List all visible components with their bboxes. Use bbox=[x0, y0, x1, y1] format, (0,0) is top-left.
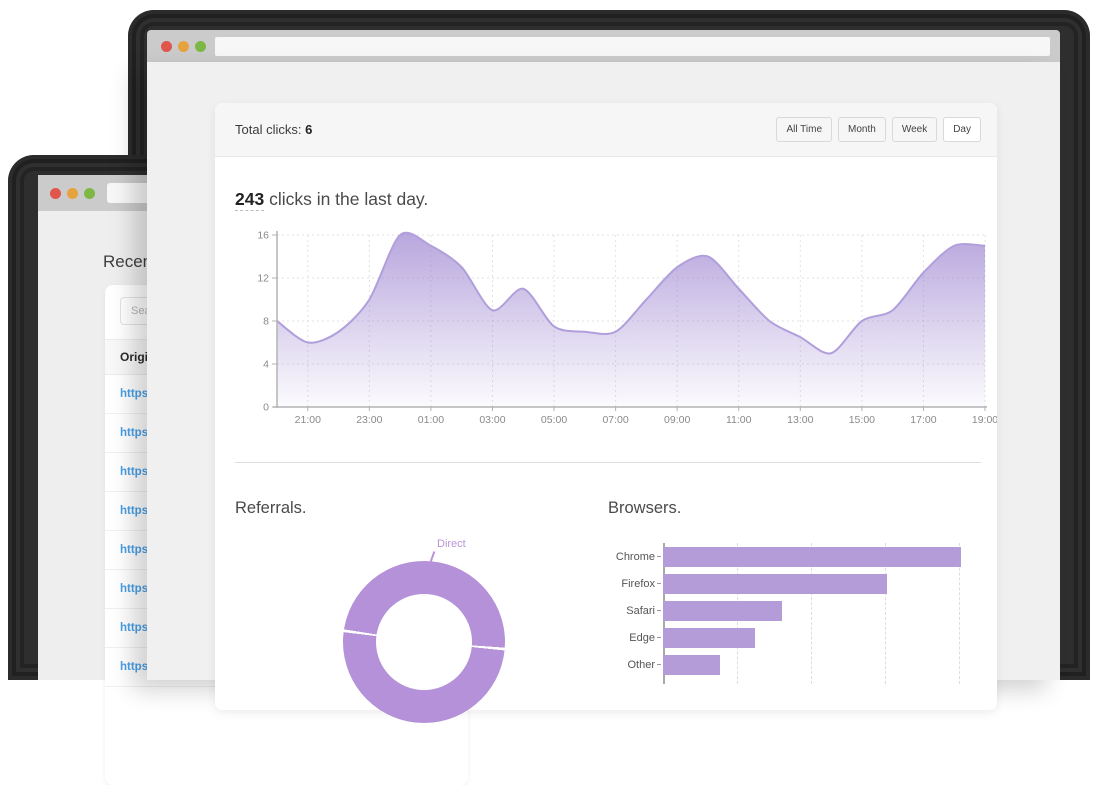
bar-row-other: Other bbox=[608, 651, 977, 678]
bar-label: Safari bbox=[626, 604, 655, 617]
front-browser-window: Total clicks: 6 All Time Month Week Day … bbox=[128, 10, 1090, 723]
gridline bbox=[811, 543, 813, 684]
svg-text:13:00: 13:00 bbox=[787, 414, 813, 426]
clicks-count: 243 bbox=[235, 189, 265, 211]
bar-label: Chrome bbox=[615, 550, 655, 563]
bar-track bbox=[661, 600, 965, 621]
svg-text:01:00: 01:00 bbox=[418, 414, 444, 426]
browsers-title: Browsers. bbox=[608, 499, 682, 517]
section-divider bbox=[235, 462, 981, 463]
total-clicks-text: Total clicks: 6 bbox=[235, 122, 312, 137]
bar-row-firefox: Firefox bbox=[608, 570, 977, 597]
range-buttons: All Time Month Week Day bbox=[776, 117, 981, 142]
minimize-button[interactable] bbox=[67, 187, 78, 199]
svg-text:15:00: 15:00 bbox=[849, 414, 875, 426]
axis-tick bbox=[657, 637, 661, 638]
bar-row-safari: Safari bbox=[608, 597, 977, 624]
total-clicks-label: Total clicks: bbox=[235, 122, 302, 137]
bar-fill bbox=[663, 573, 887, 594]
total-clicks-value: 6 bbox=[305, 122, 313, 137]
donut-label-direct: Direct bbox=[437, 538, 466, 550]
range-button-day[interactable]: Day bbox=[943, 117, 981, 142]
analytics-card: Total clicks: 6 All Time Month Week Day … bbox=[215, 103, 997, 723]
range-button-all-time[interactable]: All Time bbox=[776, 117, 833, 142]
clicks-area-chart: 0 4 8 12 16 21:00 23:00 01:00 03:00 05:00 07:00 09:… bbox=[257, 230, 997, 427]
svg-text:09:00: 09:00 bbox=[664, 414, 690, 426]
bar-track bbox=[661, 573, 965, 594]
lower-charts: Referrals. Direct Browsers. Chrome Firefo… bbox=[215, 499, 997, 723]
svg-text:17:00: 17:00 bbox=[910, 414, 936, 426]
bar-fill bbox=[663, 627, 756, 648]
svg-text:03:00: 03:00 bbox=[479, 414, 505, 426]
close-button[interactable] bbox=[161, 40, 172, 52]
axis-tick bbox=[657, 556, 661, 557]
bar-track bbox=[661, 546, 965, 567]
front-traffic-lights bbox=[161, 40, 206, 52]
svg-text:07:00: 07:00 bbox=[602, 414, 628, 426]
front-window-content: Total clicks: 6 All Time Month Week Day … bbox=[147, 62, 1060, 723]
clicks-headline-text: clicks in the last day. bbox=[264, 189, 429, 209]
bar-track bbox=[661, 654, 965, 675]
close-button[interactable] bbox=[50, 187, 61, 199]
bar-track bbox=[661, 627, 965, 648]
svg-text:16: 16 bbox=[257, 230, 269, 242]
svg-text:19:00: 19:00 bbox=[972, 414, 997, 426]
recent-heading: Recent bbox=[103, 252, 157, 271]
svg-text:8: 8 bbox=[263, 316, 269, 328]
bar-label: Edge bbox=[629, 631, 655, 644]
svg-text:23:00: 23:00 bbox=[356, 414, 382, 426]
bar-fill bbox=[663, 546, 962, 567]
back-traffic-lights bbox=[50, 187, 95, 199]
front-window-titlebar bbox=[147, 30, 1060, 62]
svg-text:05:00: 05:00 bbox=[541, 414, 567, 426]
svg-text:0: 0 bbox=[263, 402, 269, 414]
svg-text:21:00: 21:00 bbox=[295, 414, 321, 426]
referrals-section: Referrals. Direct bbox=[235, 499, 608, 723]
gridline bbox=[959, 543, 961, 684]
bar-row-edge: Edge bbox=[608, 624, 977, 651]
svg-text:4: 4 bbox=[263, 359, 269, 371]
stats-bar: Total clicks: 6 All Time Month Week Day bbox=[215, 103, 997, 157]
svg-text:11:00: 11:00 bbox=[726, 414, 752, 426]
range-button-week[interactable]: Week bbox=[891, 117, 938, 142]
bar-fill bbox=[663, 600, 783, 621]
referrals-title: Referrals. bbox=[235, 499, 307, 517]
axis-tick bbox=[657, 664, 661, 665]
gridline bbox=[885, 543, 887, 684]
bar-fill bbox=[663, 654, 720, 675]
maximize-button[interactable] bbox=[195, 40, 206, 52]
axis-tick bbox=[657, 583, 661, 584]
clicks-headline: 243 clicks in the last day. bbox=[235, 189, 977, 211]
bar-label: Other bbox=[627, 658, 655, 671]
bar-label: Firefox bbox=[621, 577, 655, 590]
bar-row-chrome: Chrome bbox=[608, 543, 977, 570]
axis-tick bbox=[657, 610, 661, 611]
front-url-bar[interactable] bbox=[215, 36, 1050, 56]
minimize-button[interactable] bbox=[178, 40, 189, 52]
referrals-donut-chart bbox=[343, 561, 505, 723]
range-button-month[interactable]: Month bbox=[838, 117, 886, 142]
browsers-bar-chart: Chrome Firefox Safari Edge Other bbox=[608, 543, 977, 684]
browsers-section: Browsers. Chrome Firefox Safari Edge Other bbox=[608, 499, 977, 719]
maximize-button[interactable] bbox=[84, 187, 95, 199]
svg-text:12: 12 bbox=[257, 273, 269, 285]
